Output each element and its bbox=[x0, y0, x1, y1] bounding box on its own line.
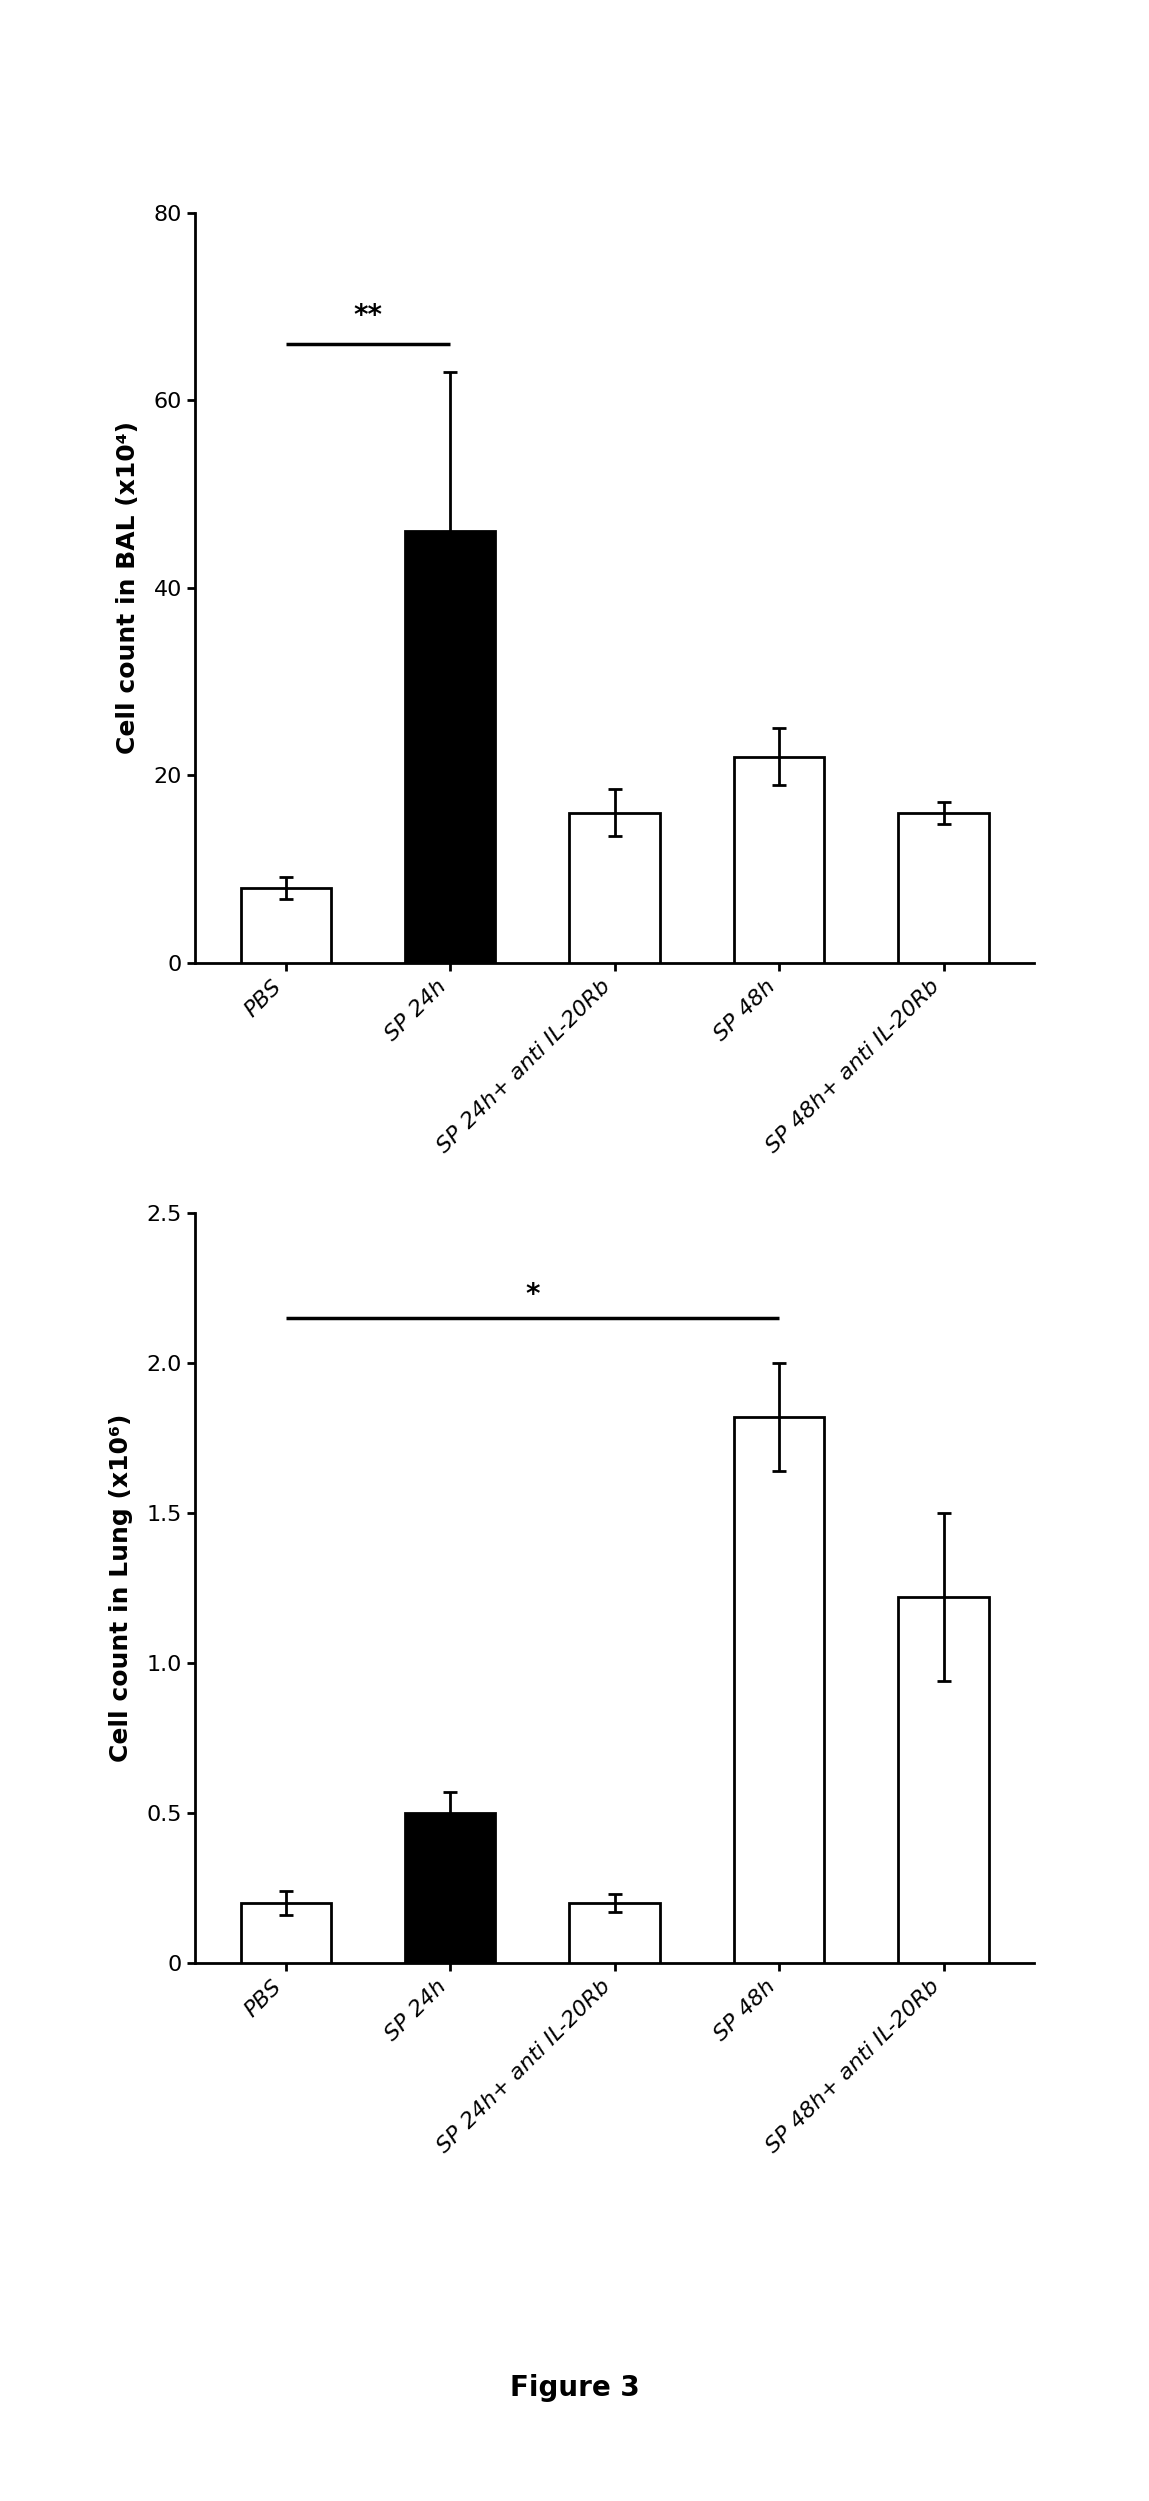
Text: **: ** bbox=[354, 303, 383, 330]
Bar bbox=[240, 888, 331, 963]
Bar bbox=[899, 1598, 989, 1963]
Bar bbox=[899, 813, 989, 963]
Bar bbox=[734, 755, 825, 963]
Bar bbox=[570, 1903, 660, 1963]
Y-axis label: Cell count in Lung (x10⁶): Cell count in Lung (x10⁶) bbox=[109, 1413, 133, 1763]
Text: Figure 3: Figure 3 bbox=[510, 2373, 639, 2403]
Bar bbox=[406, 1813, 495, 1963]
Text: *: * bbox=[525, 1281, 540, 1308]
Bar bbox=[570, 813, 660, 963]
Bar bbox=[240, 1903, 331, 1963]
Bar bbox=[734, 1418, 825, 1963]
Bar bbox=[406, 533, 495, 963]
Y-axis label: Cell count in BAL (x10⁴): Cell count in BAL (x10⁴) bbox=[116, 420, 140, 755]
